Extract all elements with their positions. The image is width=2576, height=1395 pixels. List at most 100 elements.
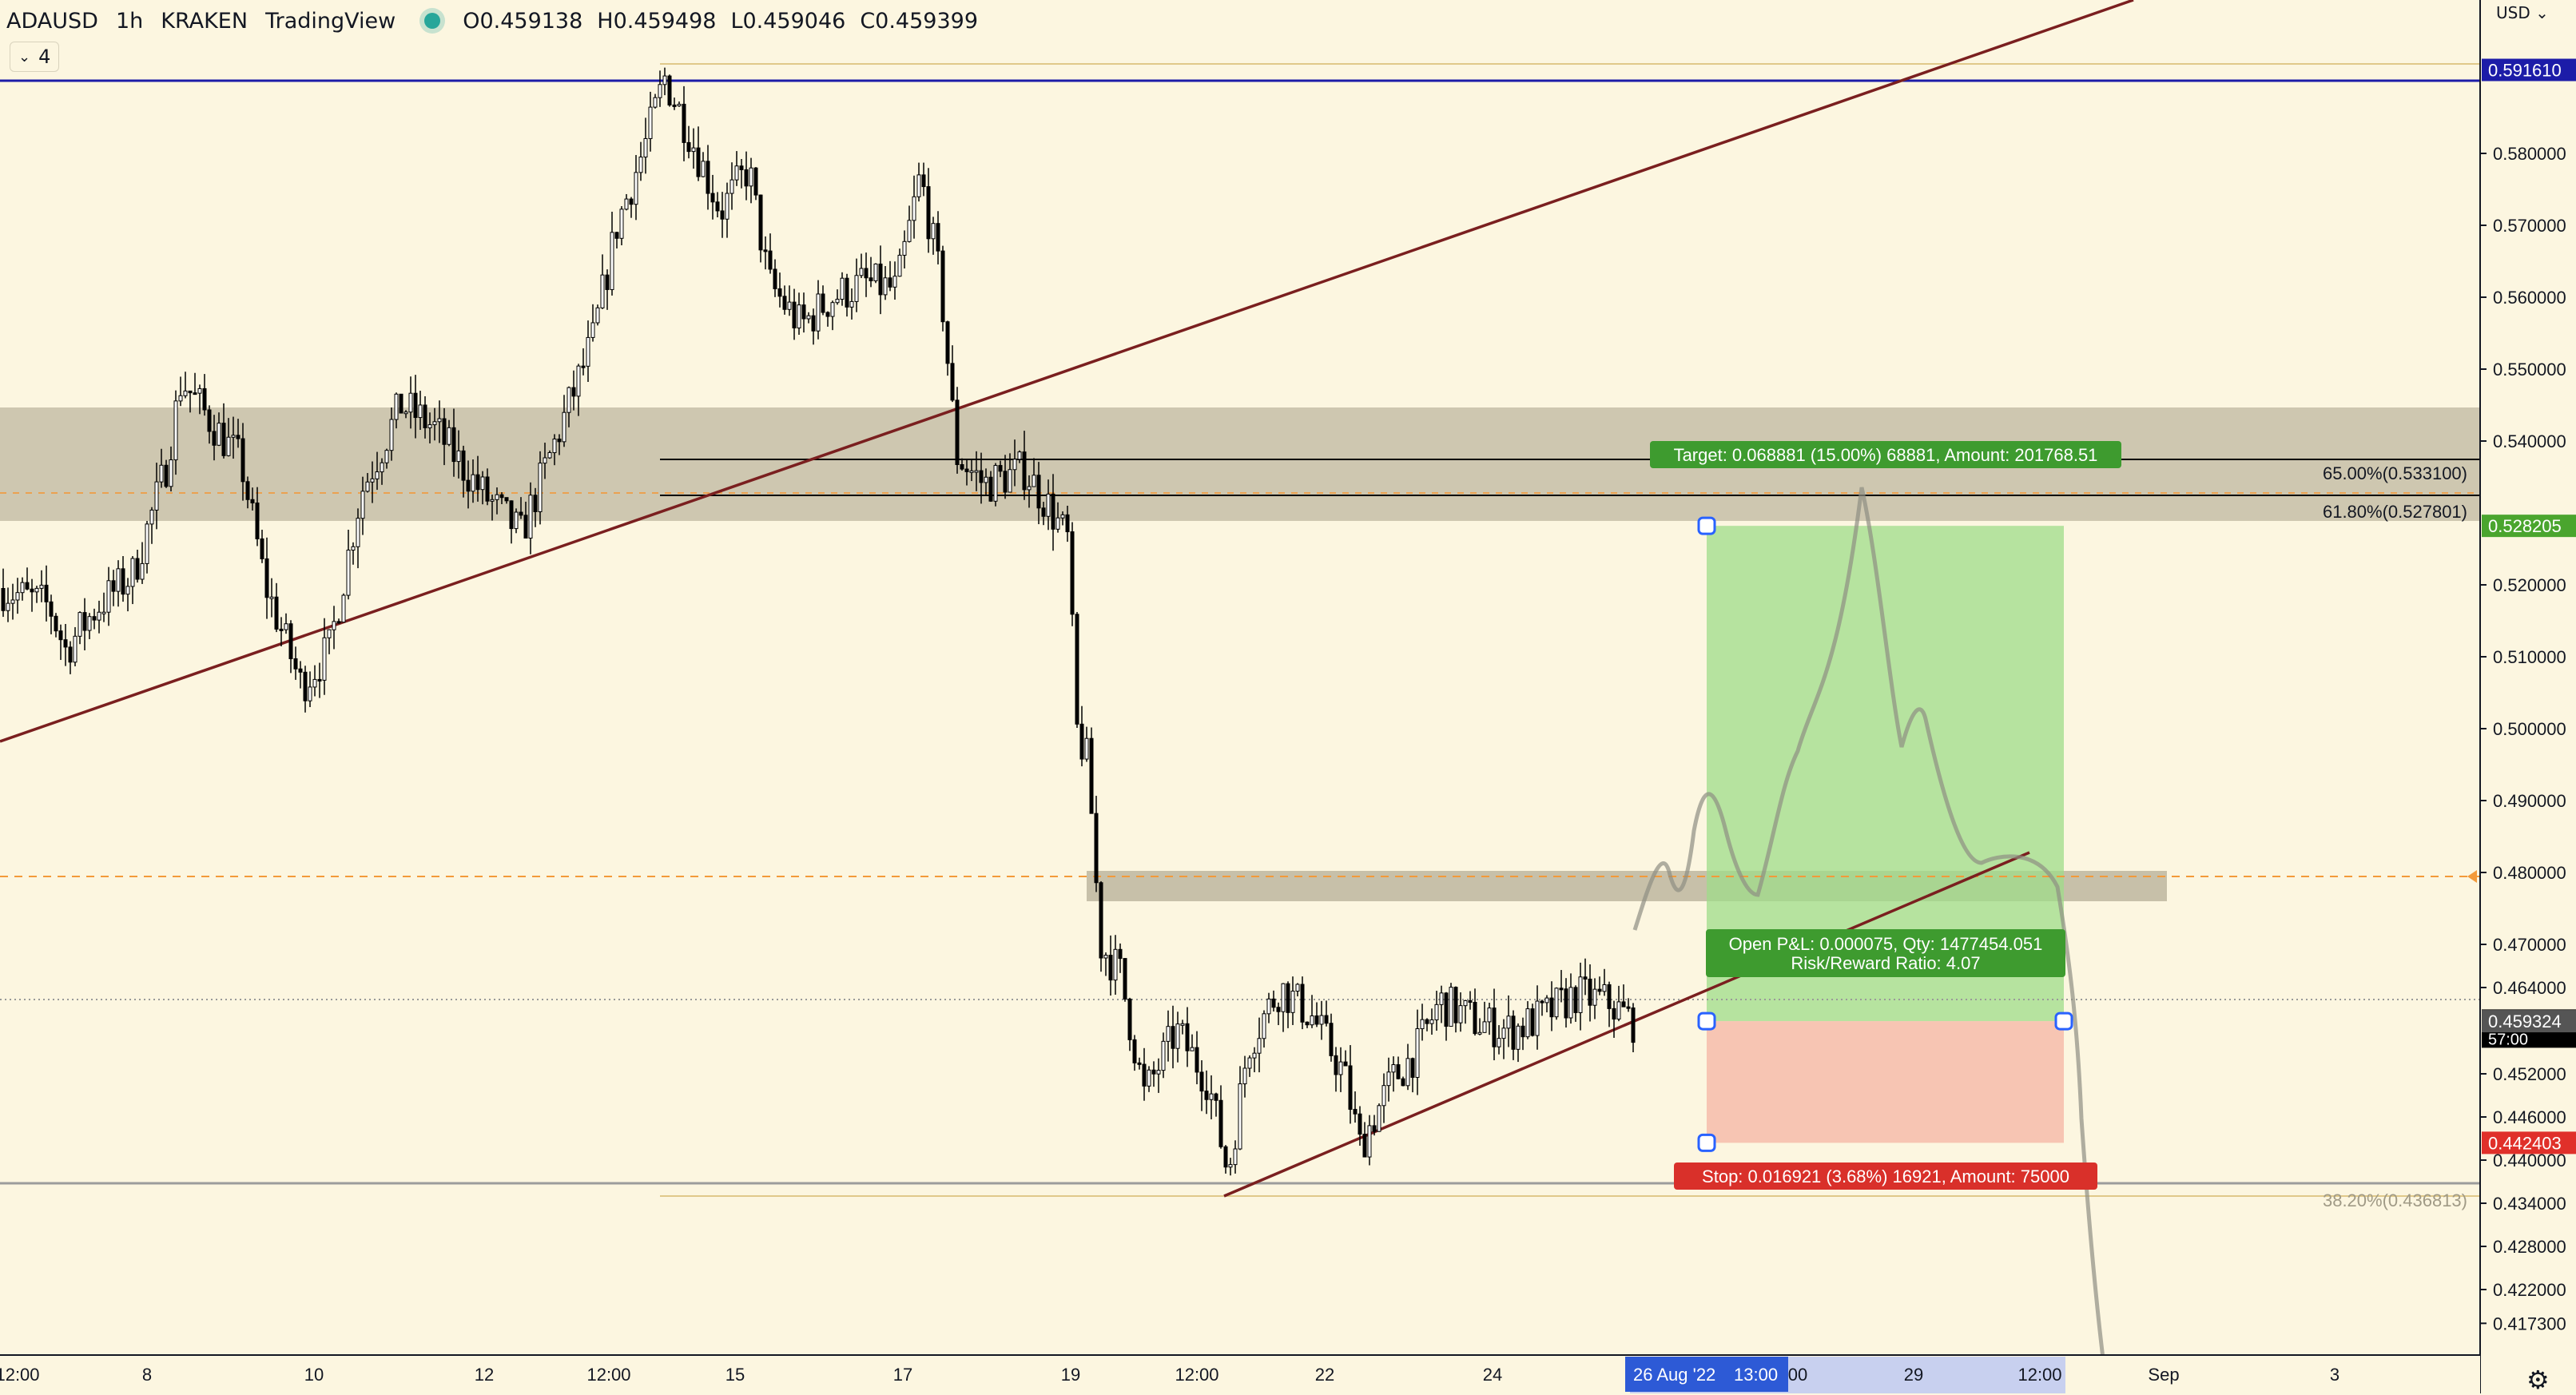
- candle-up: [140, 562, 145, 580]
- candle-up: [552, 438, 557, 454]
- candle-down: [614, 232, 619, 239]
- candle-up: [389, 419, 394, 451]
- candle-down: [30, 588, 34, 593]
- time-tick-label: 10: [304, 1365, 324, 1385]
- price-axis-marker: [2482, 1131, 2576, 1155]
- candle-down: [1070, 531, 1075, 615]
- candle-down: [451, 427, 456, 463]
- candle-down: [1137, 1062, 1142, 1065]
- candle-up: [677, 103, 682, 106]
- candle-up: [1449, 987, 1453, 1027]
- candle-down: [672, 104, 677, 107]
- price-tick-label: 0.520000: [2493, 575, 2566, 595]
- candle-up: [106, 580, 111, 613]
- candle-down: [1530, 1008, 1535, 1036]
- drag-handle[interactable]: [1697, 516, 1716, 535]
- currency-selector[interactable]: USD ⌄: [2496, 3, 2549, 22]
- candle-down: [1123, 958, 1127, 1000]
- candle-up: [1242, 1067, 1247, 1085]
- candle-down: [801, 304, 806, 320]
- candle-up: [600, 274, 605, 308]
- candle-up: [130, 558, 135, 587]
- candle-up: [1257, 1038, 1262, 1054]
- candle-down: [212, 431, 217, 446]
- candle-down: [1127, 998, 1132, 1040]
- candle-up: [173, 400, 178, 461]
- drag-handle[interactable]: [2054, 1011, 2073, 1031]
- candle-down: [845, 277, 849, 308]
- drag-handle[interactable]: [1697, 1011, 1716, 1031]
- candle-down: [303, 671, 308, 701]
- price-tick-label: 0.470000: [2493, 935, 2566, 955]
- candle-down: [1099, 882, 1103, 959]
- projection-path: [1632, 487, 2105, 1359]
- candle-down: [1142, 1063, 1147, 1087]
- candle-down: [777, 288, 782, 297]
- candle-up: [1113, 948, 1118, 981]
- candle-down: [998, 465, 1003, 472]
- candle-down: [25, 582, 30, 590]
- candle-up: [586, 336, 590, 367]
- gear-icon[interactable]: ⚙: [2526, 1365, 2550, 1395]
- candle-up: [1233, 1148, 1238, 1166]
- candle-up: [39, 584, 44, 589]
- candle-down: [49, 601, 54, 617]
- candle-up: [514, 511, 519, 530]
- candle-down: [1511, 1015, 1516, 1050]
- price-tick-label: 0.417300: [2493, 1314, 2566, 1333]
- candle-up: [78, 612, 82, 637]
- candle-down: [519, 511, 523, 516]
- candle-up: [1391, 1064, 1396, 1073]
- open-value: O0.459138: [463, 8, 583, 34]
- candle-up: [1592, 988, 1597, 1006]
- candle-down: [581, 365, 586, 368]
- candle-up: [284, 623, 288, 630]
- candle-down: [1348, 1065, 1353, 1110]
- candle-up: [217, 423, 221, 446]
- symbol-name[interactable]: ADAUSD: [6, 8, 98, 34]
- candle-down: [1, 588, 6, 611]
- time-tick-label: 24: [1483, 1365, 1502, 1385]
- candle-down: [279, 628, 284, 631]
- indicators-toggle-button[interactable]: ⌄ 4: [10, 42, 60, 72]
- candle-down: [1401, 1078, 1405, 1087]
- candle-down: [1223, 1146, 1228, 1168]
- candle-down: [1573, 987, 1578, 1013]
- candle-up: [1266, 998, 1271, 1015]
- candle-up: [729, 179, 734, 194]
- drag-handle[interactable]: [1697, 1133, 1716, 1152]
- target-label-bg: [1650, 441, 2121, 468]
- candle-down: [1473, 1002, 1477, 1035]
- fib-level-label: 38.20%(0.436813): [2323, 1190, 2467, 1210]
- candle-up: [1290, 991, 1295, 1013]
- candle-up: [1046, 493, 1051, 517]
- price-axis-marker: [2482, 1010, 2576, 1033]
- candle-up: [1228, 1164, 1233, 1168]
- candle-down: [888, 277, 892, 288]
- candle-down: [241, 438, 245, 483]
- candle-down: [1607, 984, 1612, 1009]
- candle-up: [1415, 1028, 1420, 1078]
- candle-down: [763, 249, 768, 252]
- fib-level-label: 61.80%(0.527801): [2323, 502, 2467, 522]
- candle-down: [1089, 737, 1094, 814]
- candle-up: [1568, 987, 1573, 1019]
- price-tick-label: 0.434000: [2493, 1194, 2566, 1214]
- candle-down: [54, 615, 58, 632]
- candle-down: [485, 476, 490, 502]
- candle-down: [940, 250, 945, 323]
- candle-up: [797, 304, 801, 328]
- candle-down: [811, 315, 816, 332]
- candle-down: [773, 268, 777, 289]
- price-tick-label: 0.560000: [2493, 288, 2566, 308]
- stop-label: Stop: 0.016921 (3.68%) 16921, Amount: 75…: [1674, 1162, 2097, 1190]
- timeframe[interactable]: 1h: [115, 8, 144, 34]
- candle-up: [1377, 1105, 1381, 1132]
- candle-down: [1041, 507, 1046, 517]
- candle-up: [471, 474, 475, 492]
- candle-down: [135, 558, 140, 580]
- candle-down: [1564, 988, 1568, 1019]
- candle-up: [384, 450, 389, 463]
- candle-down: [207, 409, 212, 432]
